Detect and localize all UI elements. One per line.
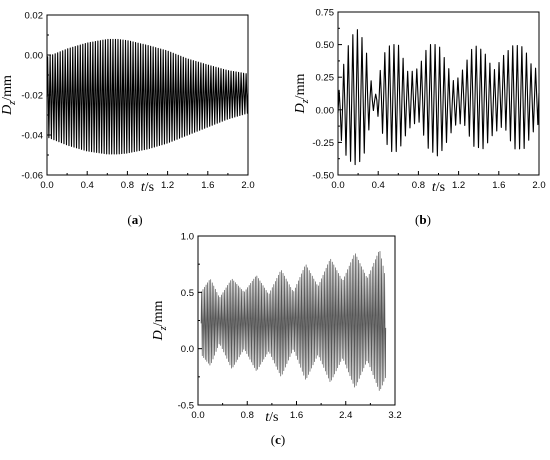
- y-tick-label: 0.75: [316, 8, 335, 19]
- series-line: [46, 38, 249, 155]
- chart-caption: (b): [415, 212, 431, 227]
- x-tick-label: 1.2: [161, 180, 174, 191]
- x-axis-title: t/s: [141, 180, 154, 195]
- x-axis-title: t/s: [432, 180, 445, 195]
- x-tick-label: 0.4: [372, 180, 385, 191]
- y-tick-label: -0.06: [21, 171, 43, 182]
- y-tick-label: 0.0: [181, 344, 194, 355]
- chart-c: 0.0 0.8 1.6 2.4 3.2-0.50.00.51.0t/sDz/mm(c): [151, 232, 402, 448]
- x-tick-label: 0.8: [241, 410, 254, 421]
- x-tick-label: 1.2: [452, 180, 465, 191]
- chart-b: 0.0 0.4 0.8 1.2 1.6 2.0 -0.50 -0.25 0.00 0.25 0.50…: [293, 8, 546, 228]
- y-tick-label: -0.04: [21, 131, 43, 142]
- x-tick-label: 0.4: [81, 180, 94, 191]
- x-tick-label: 0.0: [40, 180, 53, 191]
- x-axis-title: t/s: [265, 410, 278, 425]
- chart-a: 0.0 0.4 0.8 1.2 1.6 2.0 -0.06 -0.04 -0.02 0.00 0.0…: [0, 11, 255, 228]
- x-tick-label: 0.0: [331, 180, 344, 191]
- x-tick-label: 2.4: [339, 410, 352, 421]
- x-tick-label: 3.2: [388, 410, 401, 421]
- x-tick-label: 1.6: [290, 410, 303, 421]
- y-tick-label: -0.02: [21, 91, 43, 102]
- y-tick-label: -0.50: [312, 171, 334, 182]
- x-tick-label: 2.0: [532, 180, 545, 191]
- y-tick-label: 0.00: [316, 105, 335, 116]
- y-axis-title: Dz/mm: [151, 301, 169, 342]
- series-line: [200, 251, 387, 391]
- y-tick-label: 0.02: [25, 11, 44, 22]
- y-tick-label: 0.25: [316, 73, 335, 84]
- chart-caption: (c): [271, 432, 285, 447]
- y-tick-label: 0.00: [25, 51, 44, 62]
- y-tick-label: -0.5: [178, 401, 194, 412]
- x-tick-label: 1.6: [201, 180, 214, 191]
- y-tick-label: 0.5: [181, 288, 194, 299]
- x-tick-label: 1.6: [492, 180, 505, 191]
- x-tick-label: 2.0: [241, 180, 254, 191]
- x-tick-label: 0.8: [412, 180, 425, 191]
- y-axis-title: Dz/mm: [293, 74, 311, 115]
- chart-caption: (a): [127, 212, 142, 227]
- y-axis-title: Dz/mm: [0, 75, 18, 116]
- y-tick-label: 0.50: [316, 40, 335, 51]
- x-tick-label: 0.8: [121, 180, 134, 191]
- y-tick-label: -0.25: [312, 138, 334, 149]
- series-line: [337, 29, 540, 166]
- y-tick-label: 1.0: [181, 232, 194, 243]
- x-tick-label: 0.0: [191, 410, 204, 421]
